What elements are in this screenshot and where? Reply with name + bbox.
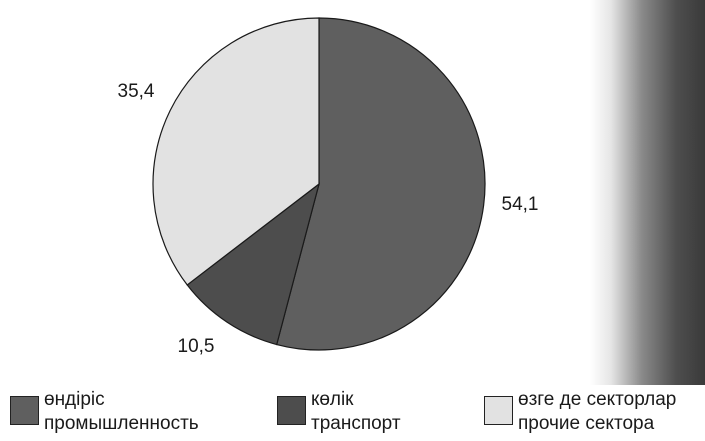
- legend-label-russian: промышленность: [44, 413, 199, 434]
- legend-item-other-sectors: өзге де секторлар прочие сектора: [484, 388, 676, 436]
- slice-label-other-sectors: 35,4: [118, 81, 155, 102]
- people-photo-icon: [590, 0, 705, 385]
- legend-item-industry: өндіріс промышленность: [10, 388, 199, 436]
- legend-label-russian: прочие сектора: [518, 413, 655, 434]
- slice-label-industry: 54,1: [502, 194, 539, 215]
- legend-label-kazakh: көлік: [311, 389, 354, 410]
- legend-swatch-industry: [10, 396, 39, 425]
- legend-label-russian: транспорт: [311, 413, 401, 434]
- pie-slice-industry: [275, 17, 486, 351]
- legend-label-kazakh: өндіріс: [44, 389, 105, 410]
- slice-label-transport: 10,5: [178, 336, 215, 357]
- legend-label-kazakh: өзге де секторлар: [518, 389, 677, 410]
- legend-swatch-other-sectors: [484, 396, 513, 425]
- legend-item-transport: көлік транспорт: [277, 388, 401, 436]
- legend-swatch-transport: [277, 396, 306, 425]
- pie-slice-other-sectors: [152, 17, 320, 286]
- pie-slice-transport: [186, 182, 321, 346]
